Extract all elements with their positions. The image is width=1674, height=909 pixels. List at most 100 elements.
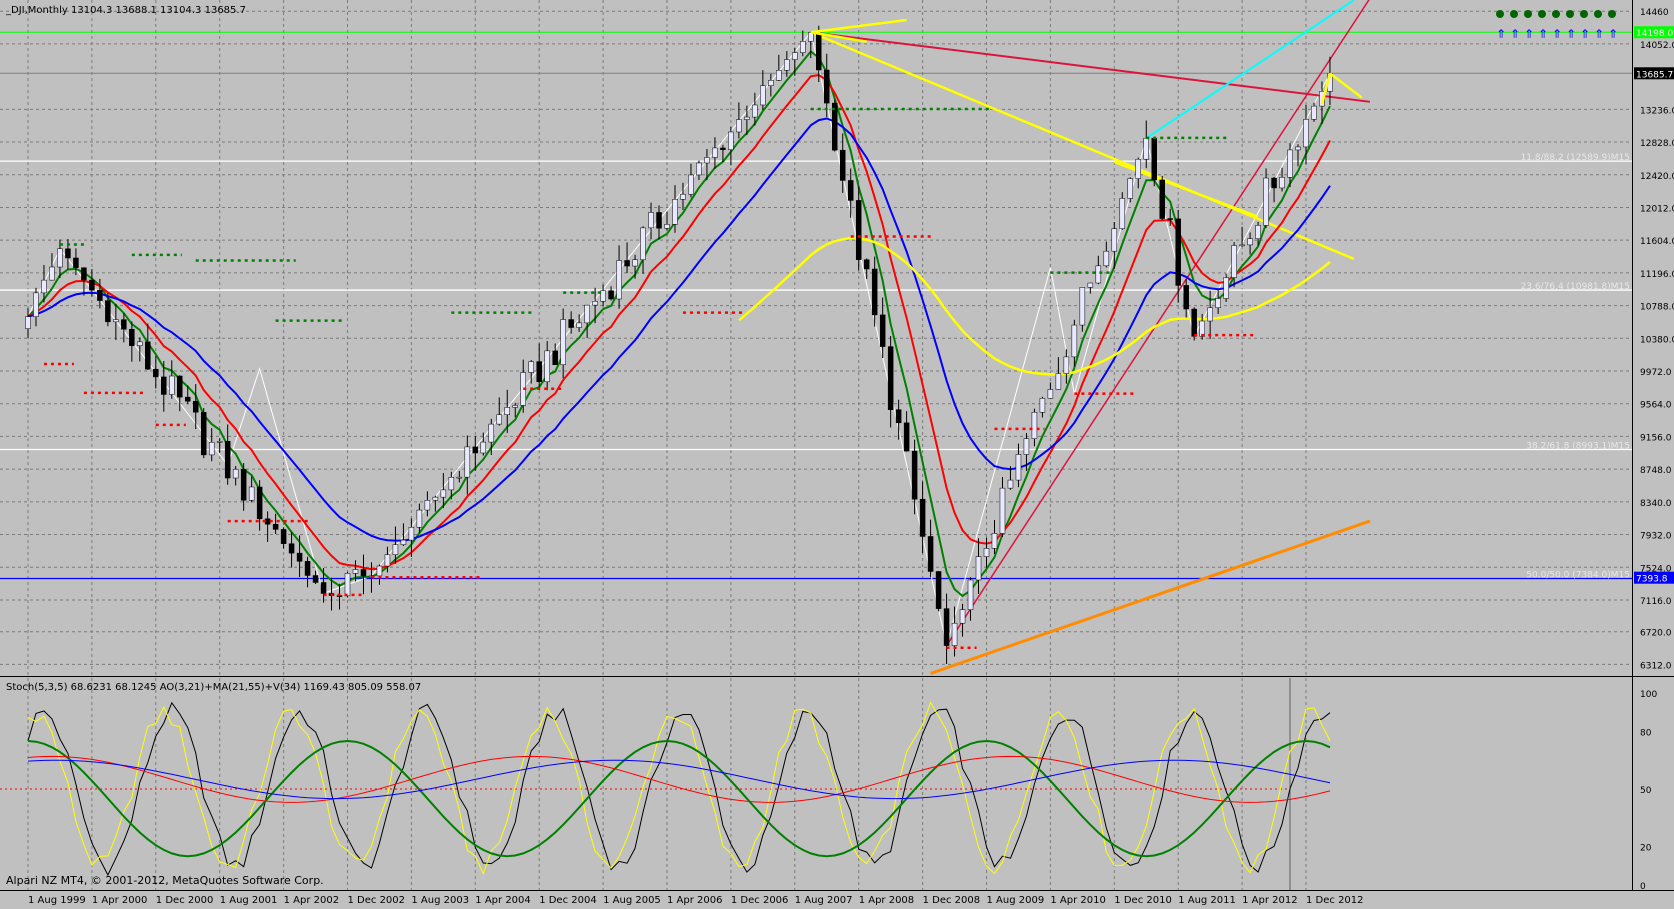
candle-body [600,290,606,302]
price-tag-label: 14198.0 [1636,29,1673,39]
candle-body [1015,454,1022,481]
candle-body [768,80,774,86]
candle-body [145,341,151,370]
candle-body [855,200,862,260]
x-tick-label: 1 Aug 1999 [28,895,86,906]
x-tick-label: 1 Dec 2012 [1306,895,1364,906]
candle-body [456,476,463,479]
ao-ma1-line [27,755,1331,803]
candle-body [1023,438,1030,455]
price-tag-label: 7393.8 [1636,575,1668,585]
y-tick-label: 10380.0 [1640,335,1674,345]
candle-body [752,104,758,118]
x-tick-label: 1 Dec 2006 [731,895,789,906]
candle-body [1255,225,1261,239]
candle-body [688,174,694,195]
candle-body [824,69,830,104]
candle-body [1239,244,1245,247]
candle-body [1119,198,1126,229]
candle-body [871,268,878,316]
x-tick-label: 1 Apr 2002 [284,895,339,906]
candle-body [89,279,95,291]
candle-body [232,469,239,479]
candle-body [97,289,103,301]
fib-level-label: 50.0/50.0 (7384.0)M15 [1526,570,1630,580]
indicator-header: Stoch(5,3,5) 68.6231 68.1245 AO(3,21)+MA… [6,682,421,693]
candle-body [536,361,542,383]
candle-body [448,477,455,491]
candle-body [1175,218,1181,286]
candle-body [672,199,678,225]
candle-body [216,441,223,443]
status-dot [1552,10,1560,18]
candle-body [504,407,510,415]
candle-body [959,609,966,624]
arrow-annotations [810,18,1363,105]
candle-body [800,41,806,53]
candle-body [696,162,702,176]
arrow-current-left [1320,73,1332,105]
candle-body [736,119,742,133]
candle-body [1207,307,1213,322]
status-arrow-icon: ⇑ [1510,27,1520,41]
candle-body [224,441,231,479]
price-tag [1634,26,1674,39]
candle-body [975,556,982,581]
status-dot [1608,10,1616,18]
candle-body [608,290,614,300]
status-dot [1594,10,1602,18]
status-dot [1538,10,1546,18]
candle-body [720,147,726,150]
candle-body [1127,178,1134,199]
candle-body [831,102,838,151]
candle-body [1287,149,1293,178]
candle-body [105,300,111,323]
candle-body [903,422,910,452]
candle-body [1167,218,1173,220]
arrow-top-left [810,30,867,43]
candle-body [153,368,159,378]
resistance-trendline [810,31,1371,103]
candle-body [81,267,87,281]
candle-body [25,316,31,329]
candle-body [512,405,518,408]
candle-body [392,544,399,555]
candle-body [1231,245,1237,278]
candle-body [1247,238,1253,246]
candles [25,25,1333,664]
y-tick-label: 14460 [1640,8,1669,18]
candle-body [1071,324,1078,358]
candle-body [760,85,766,106]
y-tick-label: 7932.0 [1640,532,1672,542]
x-tick-label: 1 Apr 2008 [859,895,914,906]
candle-body [1039,398,1046,413]
candle-body [480,441,487,454]
candle-body [424,500,431,511]
candle-body [177,375,183,398]
candle-body [344,573,351,597]
status-panel: ⇑ ⇑ ⇑ ⇑ ⇑ ⇑ ⇑ ⇑ ⇑ [1496,10,1618,41]
candle-body [1143,137,1149,160]
candle-body [1303,119,1309,148]
candle-body [656,212,662,229]
candle-body [1151,137,1157,181]
candle-body [624,260,630,267]
candle-body [49,266,55,281]
candle-body [1311,105,1317,120]
ind-y-tick-label: 0 [1640,882,1646,892]
candle-body [1103,250,1110,267]
candle-body [400,539,407,545]
candle-body [648,212,654,229]
candle-body [33,292,39,317]
x-tick-label: 1 Apr 2000 [92,895,147,906]
candle-body [895,409,902,424]
x-tick-label: 1 Apr 2004 [475,895,530,906]
fib-levels: 11.8/88.2 (12589.9)M15 23.6/76.4 (10981.8… [0,26,1674,585]
candle-body [464,446,471,478]
candle-body [776,70,782,81]
symbol-header: _DJI,Monthly 13104.3 13688.1 13104.3 136… [5,5,246,16]
fib-level-label: 11.8/88.2 (12589.9)M15 [1521,153,1630,163]
candle-body [256,486,263,520]
